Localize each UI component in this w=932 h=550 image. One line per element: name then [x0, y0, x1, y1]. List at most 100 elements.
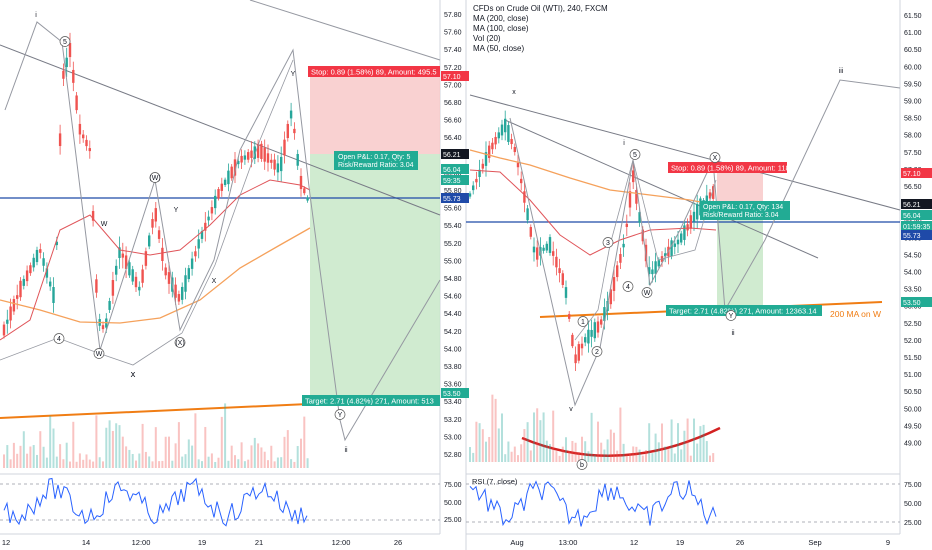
indicator-ma-200[interactable]: MA (200, close): [473, 14, 529, 23]
candle: [657, 257, 660, 270]
candle: [82, 130, 85, 143]
candle: [115, 259, 118, 282]
time-tick-label: 12: [630, 538, 638, 547]
volume-bar: [131, 454, 134, 468]
left-price-axis[interactable]: 57.80 57.60 57.40 57.20 57.00 56.80 56.60 56.40…: [444, 12, 462, 459]
volume-bar: [670, 419, 673, 462]
right-stop-label[interactable]: Stop: 0.89 (1.58%) 89, Amount: 11880.74: [668, 162, 808, 173]
volume-bar: [705, 441, 708, 462]
candle: [12, 295, 16, 315]
price-tick-label: 60.50: [904, 47, 922, 54]
wave-circle: [334, 409, 346, 420]
price-tick-label: 57.80: [444, 12, 462, 19]
volume-bar: [529, 450, 532, 462]
volume-bar: [171, 460, 174, 468]
candle: [131, 265, 134, 285]
volume-bar: [22, 431, 25, 468]
indicator-ma-50[interactable]: MA (50, close): [473, 44, 525, 53]
price-tick-label: 56.40: [444, 135, 462, 142]
left-rsi-panel[interactable]: [0, 477, 440, 527]
price-tick-label: 59.00: [904, 99, 922, 106]
right-trendline-mid[interactable]: [504, 119, 819, 259]
symbol-title[interactable]: CFDs on Crude Oil (WTI), 240, FXCM: [473, 4, 608, 13]
volume-bar: [243, 461, 246, 468]
candle: [154, 202, 157, 228]
price-tick-label: 54.00: [904, 270, 922, 277]
price-tick-label: 56.80: [444, 100, 462, 107]
left-time-axis[interactable]: 12 14 12:00 19 21 12:00 26: [2, 538, 402, 547]
svg-text:Target: 2.71 (4.82%) 271, Amou: Target: 2.71 (4.82%) 271, Amount: 513: [305, 397, 434, 406]
right-open-label[interactable]: Open P&L: 0.17, Qty: 134 Risk/Reward Rat…: [700, 201, 790, 220]
candle: [276, 155, 280, 181]
candle: [494, 132, 497, 150]
volume-bar: [526, 422, 529, 462]
indicator-ma-100[interactable]: MA (100, close): [473, 24, 529, 33]
volume-bar: [523, 429, 526, 462]
volume-bar: [224, 403, 227, 468]
candle: [616, 261, 619, 282]
left-trendline-top[interactable]: [249, 0, 441, 61]
time-tick-label: 19: [676, 538, 684, 547]
volume-bar: [174, 443, 177, 468]
volume-bar: [600, 442, 603, 462]
volume-bar: [55, 456, 58, 468]
price-tag: 55.73: [441, 193, 469, 203]
left-ma-50: [0, 179, 311, 341]
left-wave-path-2[interactable]: [0, 59, 294, 366]
volume-bar: [111, 430, 114, 468]
svg-text:Target: 2.71 (4.82%) 271, Amou: Target: 2.71 (4.82%) 271, Amount: 12363.…: [669, 307, 817, 316]
candle: [574, 346, 577, 372]
price-tick-label: 56.60: [444, 118, 462, 125]
candle: [306, 195, 309, 203]
right-target-label[interactable]: Target: 2.71 (4.82%) 271, Amount: 12363.…: [666, 305, 822, 316]
left-open-label[interactable]: Open P&L: 0.17, Qty: 5 Risk/Reward Ratio…: [334, 151, 418, 170]
right-time-axis[interactable]: Aug 13:00 12 19 26 Sep 9: [510, 538, 890, 547]
price-tick-label: 57.00: [444, 82, 462, 89]
candle: [270, 153, 273, 169]
candle: [536, 240, 539, 267]
candle: [542, 244, 545, 254]
left-target-zone[interactable]: [310, 154, 440, 402]
wave-label: 5: [63, 39, 67, 46]
volume-bar: [712, 453, 715, 462]
wave-circle: [577, 316, 589, 327]
volume-bar: [485, 441, 487, 462]
right-cup-curve[interactable]: [521, 426, 721, 457]
candle: [689, 210, 692, 234]
volume-bar: [144, 451, 147, 468]
right-trendline-upper[interactable]: [469, 94, 901, 211]
volume-bar: [632, 446, 635, 462]
wave-label: 5: [633, 152, 637, 159]
right-wave-path-2[interactable]: [574, 158, 717, 341]
volume-bar: [558, 455, 561, 462]
candle: [78, 114, 82, 144]
volume-bar: [177, 422, 180, 468]
volume-bar: [69, 461, 71, 468]
price-tag-label: 56.21: [443, 152, 461, 159]
left-stop-zone[interactable]: [310, 66, 440, 154]
volume-bar: [635, 446, 638, 462]
candle: [204, 212, 207, 242]
right-wave-path[interactable]: [509, 79, 901, 407]
indicator-vol[interactable]: Vol (20): [473, 34, 501, 43]
volume-bar: [303, 416, 306, 468]
price-tick-label: 55.40: [444, 223, 462, 230]
time-tick-label: 12: [2, 538, 10, 547]
candle: [101, 321, 105, 333]
price-tick-label: 57.40: [444, 47, 462, 54]
left-target-label[interactable]: Target: 2.71 (4.82%) 271, Amount: 513: [302, 395, 440, 406]
price-tick-label: 54.20: [444, 329, 462, 336]
price-tick-label: 59.50: [904, 81, 922, 88]
chart-header: CFDs on Crude Oil (WTI), 240, FXCM MA (2…: [473, 4, 608, 54]
volume-bar: [39, 431, 42, 468]
candle: [529, 224, 532, 240]
wave-label: X: [713, 155, 718, 162]
volume-bar: [105, 427, 108, 468]
left-stop-label[interactable]: Stop: 0.89 (1.58%) 89, Amount: 495.5: [308, 66, 440, 77]
right-rsi-panel[interactable]: RSI (7, close): [466, 477, 900, 527]
price-tick-label: 56.50: [904, 184, 922, 191]
candle: [42, 252, 45, 272]
volume-bar: [260, 447, 263, 468]
wave-circle: [93, 348, 105, 359]
